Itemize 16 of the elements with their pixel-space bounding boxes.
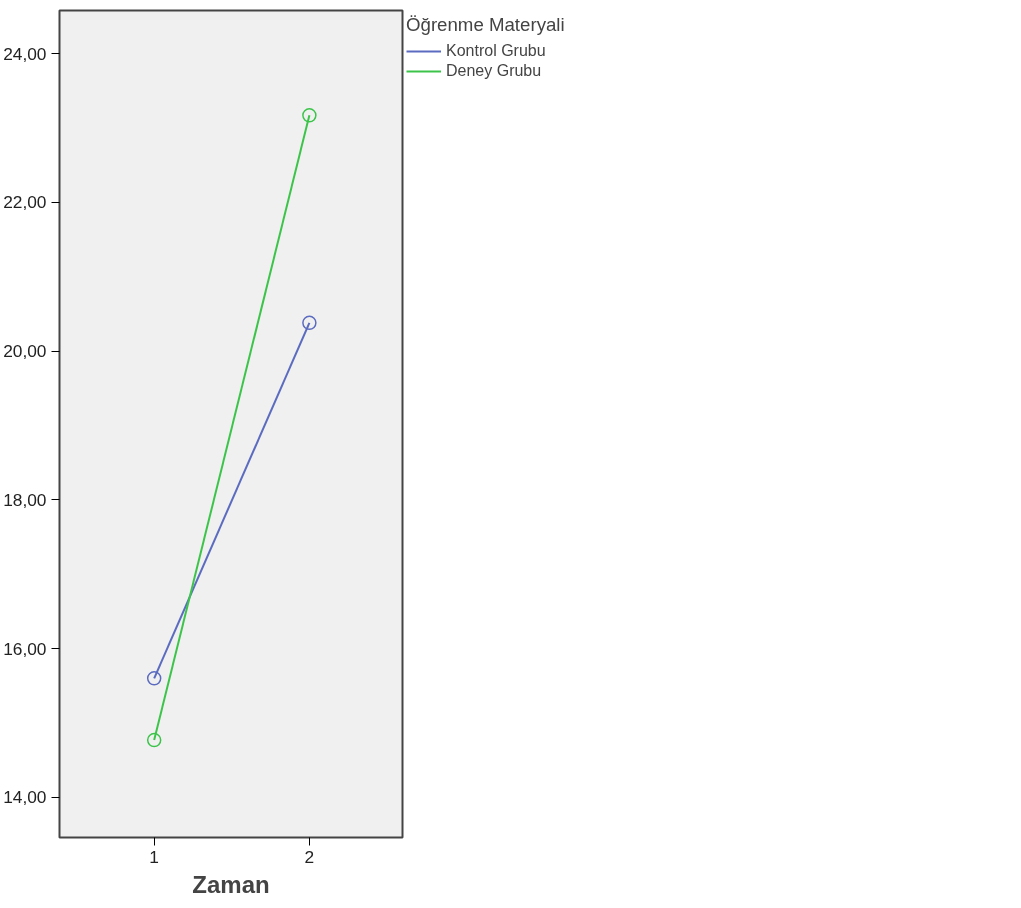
y-tick-label: 16,00 [3, 638, 47, 659]
point [146, 671, 162, 686]
y-tick-label: 22,00 [3, 192, 47, 213]
y-tick-label: 14,00 [3, 787, 47, 808]
y-tick-label: 20,00 [3, 341, 47, 362]
x-axis-title: Zaman [192, 870, 270, 898]
y-tick-label: 24,00 [3, 43, 47, 64]
x-tick-label: 2 [304, 846, 315, 867]
legend-label: Deney Grubu [446, 62, 542, 80]
point [146, 732, 162, 748]
legend-label: Kontrol Grubu [446, 42, 546, 60]
x-tick-label: 1 [149, 846, 159, 867]
point [302, 108, 317, 123]
point [302, 315, 317, 331]
y-tick-label: 18,00 [3, 489, 47, 510]
legend-title: Öğrenme Materyali [406, 14, 565, 36]
